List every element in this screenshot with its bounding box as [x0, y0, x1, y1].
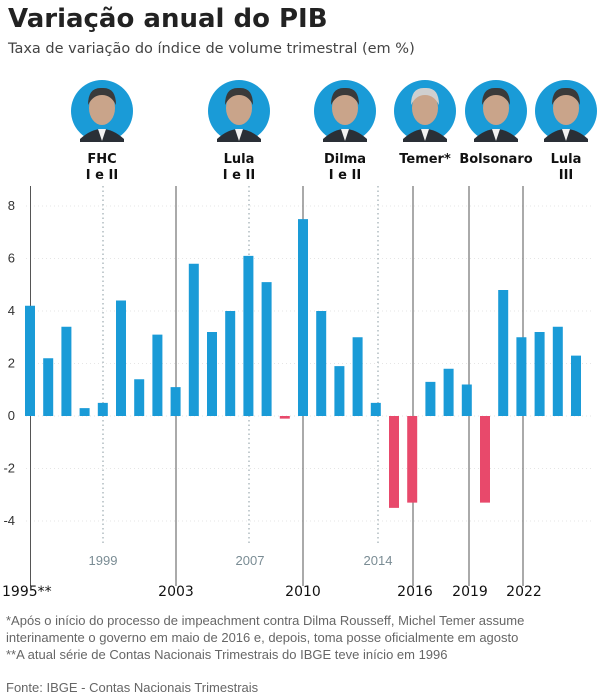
- bar-2002: [152, 334, 163, 416]
- bar-2007: [243, 255, 254, 416]
- portrait-face: [483, 91, 509, 125]
- y-tick-label: -4: [3, 513, 15, 528]
- portrait-face: [412, 91, 438, 125]
- y-tick-label: 6: [8, 251, 15, 266]
- bar-2014: [370, 402, 381, 416]
- footnotes: *Após o início do processo de impeachmen…: [6, 612, 596, 663]
- bar-2001: [134, 379, 145, 416]
- president-term: I e II: [86, 168, 118, 183]
- president-term: I e II: [329, 168, 361, 183]
- bar-2017: [425, 381, 436, 416]
- portrait-collar: [562, 129, 570, 141]
- president-term: III: [559, 168, 574, 183]
- bar-2012: [334, 366, 345, 416]
- x-year-label: 1995**: [2, 584, 52, 600]
- portrait-hair: [88, 87, 116, 105]
- portrait-face: [226, 91, 252, 125]
- portrait-collar: [235, 129, 243, 141]
- president-name: FHC: [87, 152, 116, 167]
- bar-2009: [279, 416, 290, 419]
- president-name: Lula: [224, 152, 255, 167]
- footnote-line: interinamente o governo em maio de 2016 …: [6, 630, 519, 645]
- bar-2021: [498, 290, 509, 416]
- x-minor-year-label: 1999: [89, 553, 118, 568]
- portrait-face: [332, 91, 358, 125]
- portrait-hair: [552, 87, 580, 105]
- source-note: Fonte: IBGE - Contas Nacionais Trimestra…: [6, 680, 259, 695]
- footnote-line: *Após o início do processo de impeachmen…: [6, 613, 525, 628]
- bar-2005: [207, 332, 217, 416]
- bar-2010: [298, 219, 308, 416]
- y-tick-label: -2: [3, 461, 15, 476]
- y-tick-label: 2: [8, 356, 15, 371]
- bar-2020: [480, 416, 490, 503]
- x-year-label: 2003: [158, 584, 194, 600]
- bar-1997: [61, 326, 72, 416]
- bar-2003: [170, 387, 181, 416]
- bar-2011: [316, 311, 327, 416]
- bar-2022: [516, 337, 527, 416]
- bar-2019: [461, 384, 472, 416]
- portrait-collar: [492, 129, 500, 141]
- bar-2016: [407, 416, 418, 503]
- bar-1995: [25, 305, 35, 416]
- portrait-face: [553, 91, 579, 125]
- portrait-hair: [411, 87, 439, 105]
- bar-2018: [443, 368, 454, 416]
- x-year-label: 2010: [285, 584, 321, 600]
- chart-title: Variação anual do PIB: [8, 4, 328, 34]
- bar-1999: [97, 402, 108, 416]
- x-minor-year-label: 2007: [236, 553, 265, 568]
- portrait-collar: [341, 129, 349, 141]
- portrait-hair: [225, 87, 253, 105]
- bar-2025: [571, 355, 581, 416]
- x-year-label: 2019: [452, 584, 488, 600]
- president-name: Dilma: [324, 152, 366, 167]
- y-tick-label: 4: [8, 303, 15, 318]
- portrait-hair: [482, 87, 510, 105]
- bar-2023: [534, 332, 545, 416]
- bar-2004: [188, 263, 199, 416]
- president-name: Lula: [551, 152, 582, 167]
- bar-1998: [79, 408, 90, 416]
- x-year-label: 2016: [397, 584, 433, 600]
- bar-2013: [352, 337, 363, 416]
- bar-1996: [43, 358, 54, 416]
- bar-2015: [389, 416, 399, 508]
- president-name: Temer*: [399, 152, 451, 167]
- chart-subtitle: Taxa de variação do índice de volume tri…: [8, 41, 415, 57]
- x-year-label: 2022: [506, 584, 542, 600]
- portrait-hair: [331, 87, 359, 105]
- footnote-line: **A atual série de Contas Nacionais Trim…: [6, 647, 448, 662]
- portrait-face: [89, 91, 115, 125]
- bar-2024: [552, 326, 563, 416]
- portrait-collar: [421, 129, 429, 141]
- bar-2000: [116, 300, 126, 416]
- x-minor-year-label: 2014: [364, 553, 393, 568]
- bar-2008: [261, 282, 272, 416]
- president-term: I e II: [223, 168, 255, 183]
- portrait-collar: [98, 129, 106, 141]
- president-name: Bolsonaro: [459, 152, 532, 167]
- gdp-bar-chart: 8 6 4 2 0 -2 -4 1995** 2003 2010 2016 2019 2022 1999 2…: [2, 80, 597, 600]
- bar-2006: [225, 311, 236, 416]
- y-tick-label: 0: [8, 408, 15, 423]
- y-tick-label: 8: [8, 198, 15, 213]
